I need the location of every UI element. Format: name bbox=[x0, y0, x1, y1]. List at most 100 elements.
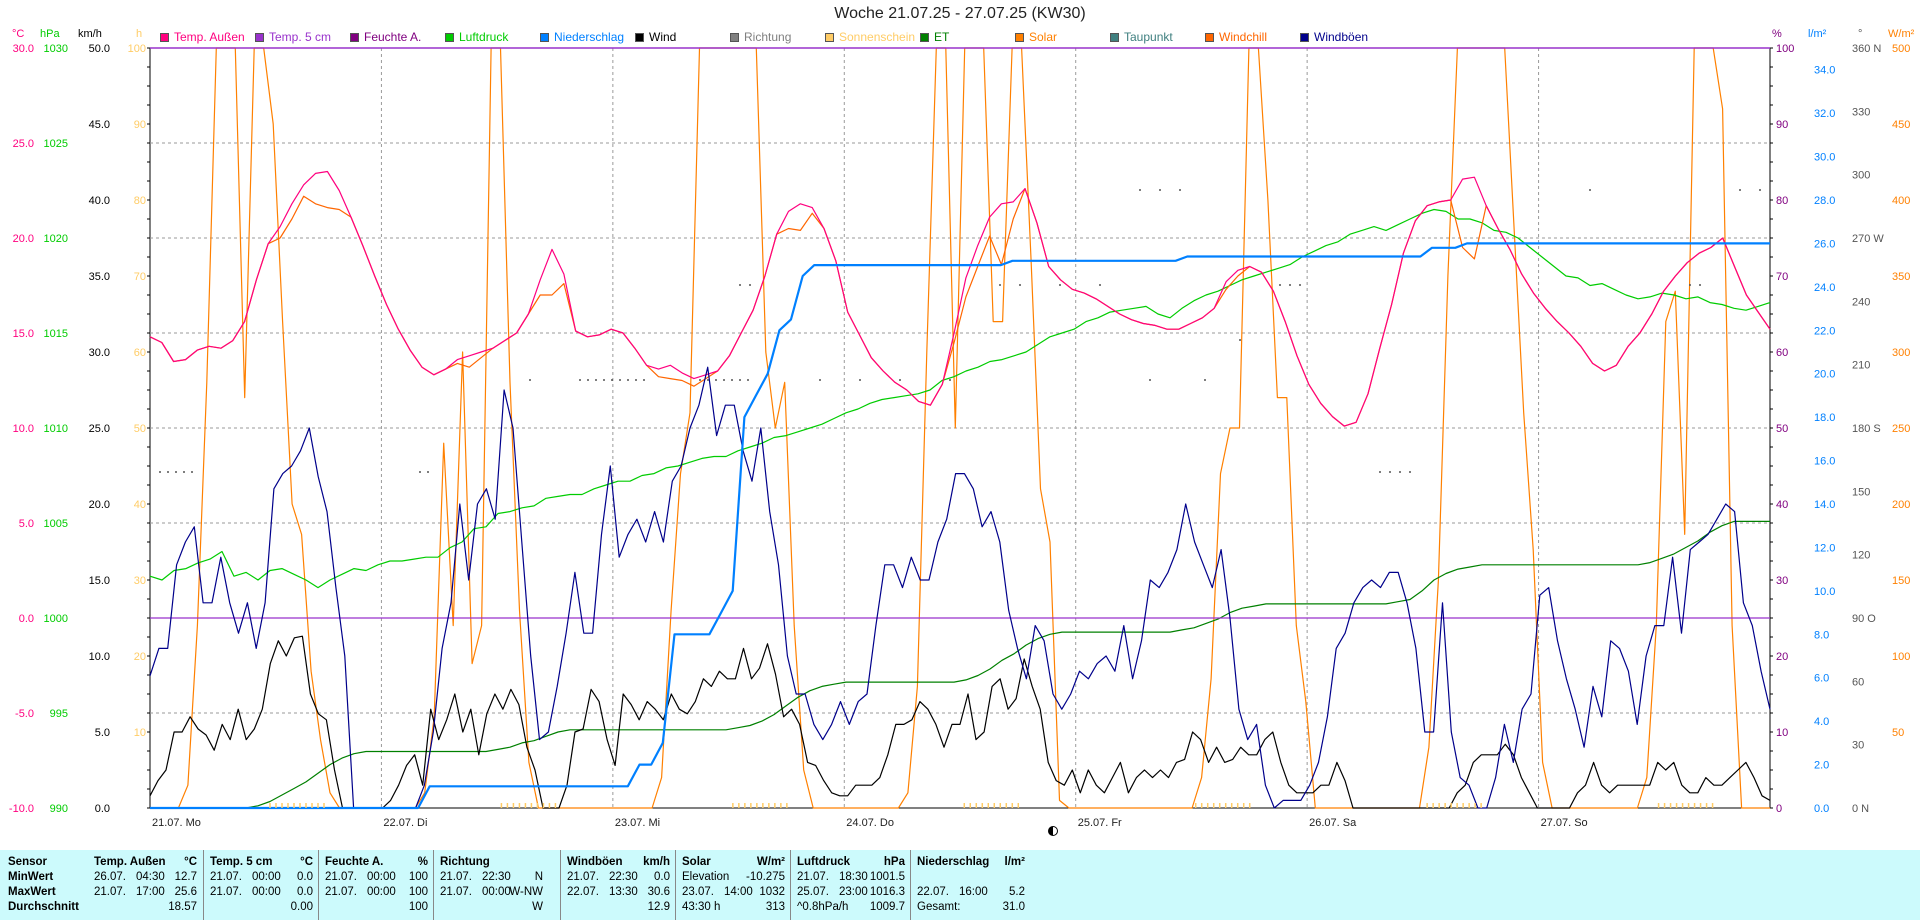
legend-item: Richtung bbox=[730, 30, 791, 44]
legend-item: Temp. Außen bbox=[160, 30, 245, 44]
axis-tick-rain: 4.0 bbox=[1814, 716, 1829, 728]
stats-col-sensor: Sensor MinWert MaxWert Durchschnitt bbox=[0, 850, 88, 920]
axis-tick-direction: 90 O bbox=[1852, 613, 1876, 625]
stats-cell-date: 21.07. bbox=[94, 886, 126, 898]
axis-tick-pressure: 1025 bbox=[44, 138, 68, 150]
axis-tick-wind: 50.0 bbox=[89, 43, 110, 55]
x-tick-label: 22.07. Di bbox=[383, 817, 427, 829]
moon-phase-icon bbox=[1048, 826, 1058, 836]
legend-item: Niederschlag bbox=[540, 30, 624, 44]
direction-dot bbox=[699, 379, 701, 381]
axis-tick-wind: 10.0 bbox=[89, 651, 110, 663]
stats-cell-date: 21.07. bbox=[440, 886, 472, 898]
stats-cell-value: W bbox=[532, 901, 543, 913]
direction-dot bbox=[619, 379, 621, 381]
axis-tick-rain: 12.0 bbox=[1814, 542, 1835, 554]
direction-dot bbox=[587, 379, 589, 381]
legend-label: Windchill bbox=[1219, 30, 1268, 44]
stats-cell-value: N bbox=[534, 871, 543, 883]
stats-column-header: Richtung bbox=[440, 856, 490, 868]
stats-cell-date: 22.07. bbox=[917, 886, 949, 898]
legend-item: Windböen bbox=[1300, 30, 1368, 44]
stats-cell-value: 31.0 bbox=[1002, 901, 1025, 913]
legend-label: Luftdruck bbox=[459, 30, 509, 44]
axis-tick-rain: 10.0 bbox=[1814, 586, 1835, 598]
axis-tick-sun: 90 bbox=[134, 119, 146, 131]
stats-column-header: Solar bbox=[682, 856, 711, 868]
x-tick-label: 24.07. Do bbox=[846, 817, 894, 829]
stats-cell-value: 313 bbox=[765, 901, 785, 913]
stats-table: Sensor MinWert MaxWert Durchschnitt Temp… bbox=[0, 850, 1920, 920]
stats-cell-date: ^0.8hPa/h bbox=[797, 901, 849, 913]
stats-cell-value: 1009.7 bbox=[869, 901, 905, 913]
stats-cell-time: 23:00 bbox=[839, 886, 868, 898]
axis-tick-solar: 350 bbox=[1892, 271, 1910, 283]
direction-dot bbox=[595, 379, 597, 381]
stats-cell-time: 00:00 bbox=[252, 886, 281, 898]
direction-dot bbox=[1204, 379, 1206, 381]
legend-swatch bbox=[1015, 32, 1024, 42]
stats-temp_aussen-column: Temp. Außen °C 26.07. 04:30 12.7 21.07. 17:00 2… bbox=[88, 850, 203, 920]
axis-tick-humidity: 100 bbox=[1776, 43, 1794, 55]
stats-cell-value: 0.00 bbox=[290, 901, 313, 913]
series-line-et bbox=[150, 520, 1770, 809]
direction-dot bbox=[1059, 284, 1061, 286]
axis-tick-rain: 14.0 bbox=[1814, 499, 1835, 511]
stats-cell-value: 18.57 bbox=[168, 901, 197, 913]
legend-item: Feuchte A. bbox=[350, 30, 421, 44]
legend-label: Feuchte A. bbox=[364, 30, 422, 44]
direction-dot bbox=[1409, 471, 1411, 473]
legend-swatch bbox=[825, 32, 834, 42]
axis-tick-humidity: 10 bbox=[1776, 727, 1788, 739]
stats-cell-value: 0.0 bbox=[654, 871, 670, 883]
axis-tick-pressure: 1005 bbox=[44, 518, 68, 530]
axis-tick-wind: 0.0 bbox=[95, 803, 110, 815]
legend-item: Temp. 5 cm bbox=[255, 30, 331, 44]
direction-dot bbox=[749, 284, 751, 286]
legend-item: Wind bbox=[635, 30, 676, 44]
x-tick-label: 21.07. Mo bbox=[152, 817, 201, 829]
solar-unit-label: W/m² bbox=[1888, 28, 1915, 40]
axis-tick-rain: 30.0 bbox=[1814, 152, 1835, 164]
stats-cell-value: 1016.3 bbox=[869, 886, 905, 898]
direction-dot bbox=[949, 379, 951, 381]
direction-dot bbox=[739, 284, 741, 286]
stats-column-header: Luftdruck bbox=[797, 856, 851, 868]
x-tick-label: 23.07. Mi bbox=[615, 817, 660, 829]
axis-tick-temp: 20.0 bbox=[13, 233, 34, 245]
direction-dot bbox=[715, 379, 717, 381]
weather-chart: 21.07. Mo 22.07. Di 23.07. Mi 24.07. Do 25.0… bbox=[9, 43, 1910, 829]
x-tick-label: 27.07. So bbox=[1541, 817, 1588, 829]
axis-tick-temp: -5.0 bbox=[15, 708, 34, 720]
axis-tick-solar: 200 bbox=[1892, 499, 1910, 511]
direction-dot bbox=[1389, 471, 1391, 473]
axis-tick-direction: 300 bbox=[1852, 170, 1870, 182]
direction-dot bbox=[1739, 189, 1741, 191]
axis-tick-rain: 18.0 bbox=[1814, 412, 1835, 424]
axis-tick-pressure: 1010 bbox=[44, 423, 68, 435]
axis-tick-rain: 6.0 bbox=[1814, 673, 1829, 685]
stats-cell-date: 26.07. bbox=[94, 871, 126, 883]
axis-tick-humidity: 0 bbox=[1776, 803, 1782, 815]
direction-dot bbox=[579, 379, 581, 381]
legend-swatch bbox=[540, 32, 549, 42]
direction-dot bbox=[1589, 189, 1591, 191]
stats-cell-value: 5.2 bbox=[1009, 886, 1025, 898]
sun-unit-label: h bbox=[136, 28, 143, 40]
stats-cell-time: 04:30 bbox=[136, 871, 165, 883]
stats-column-unit: km/h bbox=[643, 856, 670, 868]
legend-swatch bbox=[160, 32, 169, 42]
axis-tick-solar: 250 bbox=[1892, 423, 1910, 435]
stats-cell-time: 16:00 bbox=[959, 886, 988, 898]
stats-cell-time: 00:00 bbox=[367, 886, 396, 898]
axis-tick-solar: 50 bbox=[1892, 727, 1904, 739]
direction-dot bbox=[627, 379, 629, 381]
stats-cell-time: 00:00 bbox=[252, 871, 281, 883]
axis-tick-direction: 0 N bbox=[1852, 803, 1869, 815]
stats-column-unit: hPa bbox=[883, 856, 905, 868]
axis-tick-rain: 32.0 bbox=[1814, 108, 1835, 120]
direction-dot bbox=[1149, 379, 1151, 381]
axis-tick-direction: 240 bbox=[1852, 296, 1870, 308]
direction-dot bbox=[1159, 189, 1161, 191]
stats-column-unit: % bbox=[417, 856, 428, 868]
